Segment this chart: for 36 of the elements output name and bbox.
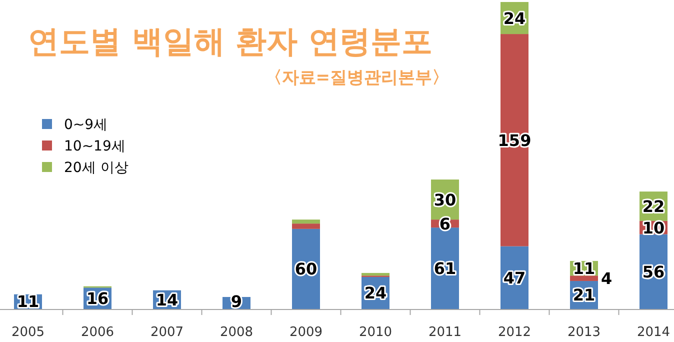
x-tick-label: 2005 — [11, 325, 45, 340]
bar — [570, 276, 598, 281]
data-label: 61 — [434, 259, 456, 278]
x-tick-label: 2006 — [80, 325, 114, 340]
data-label: 24 — [364, 284, 387, 303]
x-tick-label: 2010 — [358, 325, 392, 340]
bar — [362, 272, 390, 276]
x-tick-label: 2008 — [220, 325, 254, 340]
data-label: 56 — [642, 262, 665, 282]
data-label: 30 — [434, 190, 456, 210]
data-label: 60 — [294, 260, 318, 279]
x-tick-label: 2014 — [636, 325, 670, 340]
x-tick-label: 2013 — [567, 325, 601, 340]
data-label: 14 — [156, 290, 178, 310]
bar — [292, 220, 320, 224]
legend-label: 20세 이상 — [64, 160, 128, 176]
data-label: 22 — [642, 196, 665, 216]
x-tick-label: 2009 — [289, 325, 323, 340]
legend-label: 0~9세 — [64, 117, 108, 133]
text: 연도별 백일해 환자 연령분포 — [28, 24, 432, 60]
data-label: 16 — [86, 289, 109, 308]
bar — [292, 224, 320, 229]
data-label: 24 — [503, 8, 526, 28]
data-label: 10 — [642, 218, 665, 238]
x-tick-label: 2012 — [498, 325, 532, 340]
data-label: 11 — [572, 259, 596, 278]
x-tick-label: 2011 — [428, 325, 462, 340]
data-label: 47 — [503, 268, 526, 288]
legend-label: 10~19세 — [64, 138, 126, 154]
data-label: 4 — [601, 269, 612, 288]
x-tick-label: 2007 — [150, 325, 184, 340]
bar — [500, 34, 528, 246]
data-label: 11 — [16, 292, 40, 311]
text: 〈자료=질병관리본부〉 — [264, 68, 449, 88]
data-label: 9 — [230, 292, 242, 311]
data-label: 21 — [572, 286, 596, 305]
